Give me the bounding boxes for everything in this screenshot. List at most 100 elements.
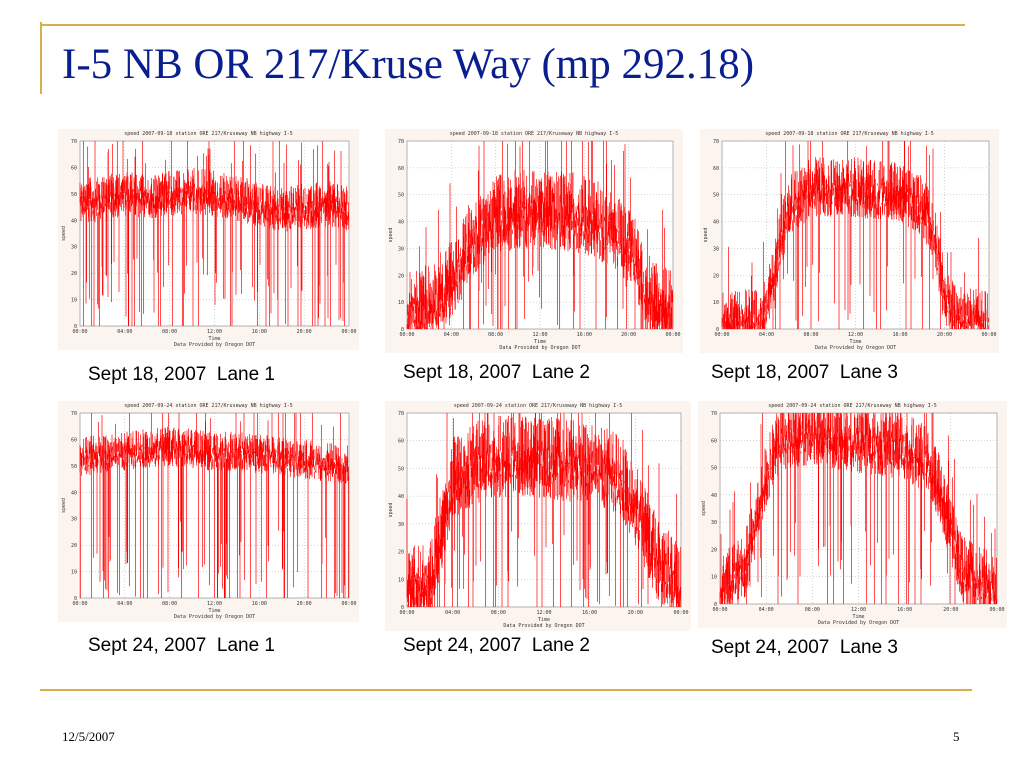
chart-title: speed 2007-09-18 station ORE 217/Krusewa… (124, 131, 293, 137)
x-tick-label: 08:00 (488, 332, 503, 338)
x-axis-label: Time (849, 339, 861, 345)
y-tick-label: 70 (713, 139, 719, 145)
chart-title: speed 2007-09-24 station ORE 217/Krusewa… (768, 403, 937, 409)
x-tick-label: 08:00 (162, 601, 177, 607)
y-tick-label: 10 (71, 570, 77, 576)
x-tick-label: 12:00 (848, 332, 863, 338)
chart-svg: speed 2007-09-24 station ORE 217/Krusewa… (61, 403, 357, 620)
y-tick-label: 70 (71, 139, 77, 145)
x-tick-label: 20:00 (937, 332, 952, 338)
y-tick-label: 30 (398, 522, 404, 528)
x-tick-label: 00:00 (673, 610, 688, 616)
y-axis-label: speed (61, 226, 67, 241)
x-tick-label: 04:00 (445, 610, 460, 616)
y-tick-label: 70 (398, 411, 404, 417)
x-tick-label: 20:00 (621, 332, 636, 338)
y-axis-label: speed (388, 227, 394, 242)
x-tick-label: 00:00 (72, 329, 87, 335)
x-tick-label: 00:00 (341, 329, 356, 335)
x-tick-label: 16:00 (577, 332, 592, 338)
y-axis-label: speed (61, 498, 67, 513)
y-tick-label: 40 (398, 494, 404, 500)
x-tick-label: 12:00 (536, 610, 551, 616)
y-tick-label: 70 (71, 411, 77, 417)
title-accent-bar (40, 22, 42, 94)
x-tick-label: 16:00 (252, 329, 267, 335)
x-tick-label: 00:00 (714, 332, 729, 338)
chart-svg: speed 2007-09-24 station ORE 217/Krusewa… (701, 403, 1005, 626)
y-tick-label: 30 (71, 517, 77, 523)
y-tick-label: 30 (398, 246, 404, 252)
x-tick-label: 20:00 (628, 610, 643, 616)
y-tick-label: 30 (713, 246, 719, 252)
y-tick-label: 20 (398, 273, 404, 279)
x-tick-label: 04:00 (117, 601, 132, 607)
x-tick-label: 00:00 (665, 332, 680, 338)
y-tick-label: 60 (398, 439, 404, 445)
chart-source-note: Data Provided by Oregon DOT (174, 342, 255, 348)
x-tick-label: 04:00 (444, 332, 459, 338)
x-tick-label: 16:00 (252, 601, 267, 607)
x-axis-label: Time (538, 617, 550, 623)
x-axis-label: Time (208, 608, 220, 614)
y-tick-label: 0 (401, 605, 404, 611)
chart-sept18-lane1: speed 2007-09-18 station ORE 217/Krusewa… (58, 129, 359, 350)
y-tick-label: 20 (71, 271, 77, 277)
y-tick-label: 20 (713, 273, 719, 279)
chart-svg: speed 2007-09-18 station ORE 217/Krusewa… (61, 131, 357, 348)
x-tick-label: 00:00 (399, 610, 414, 616)
x-tick-label: 16:00 (892, 332, 907, 338)
x-tick-label: 00:00 (72, 601, 87, 607)
x-tick-label: 12:00 (532, 332, 547, 338)
x-tick-label: 12:00 (207, 329, 222, 335)
y-tick-label: 40 (398, 220, 404, 226)
y-tick-label: 20 (398, 550, 404, 556)
chart-svg: speed 2007-09-18 station ORE 217/Krusewa… (703, 131, 997, 351)
x-tick-label: 16:00 (582, 610, 597, 616)
top-rule (40, 24, 965, 26)
y-tick-label: 40 (713, 220, 719, 226)
x-axis-label: Time (208, 336, 220, 342)
y-tick-label: 10 (71, 298, 77, 304)
y-tick-label: 40 (71, 490, 77, 496)
chart-title: speed 2007-09-18 station ORE 217/Krusewa… (450, 131, 619, 137)
x-tick-label: 08:00 (803, 332, 818, 338)
y-tick-label: 0 (74, 324, 77, 330)
x-tick-label: 20:00 (297, 601, 312, 607)
y-tick-label: 50 (71, 192, 77, 198)
x-axis-label: Time (534, 339, 546, 345)
x-tick-label: 12:00 (207, 601, 222, 607)
y-tick-label: 50 (713, 193, 719, 199)
slide-title: I-5 NB OR 217/Kruse Way (mp 292.18) (62, 41, 755, 88)
chart-source-note: Data Provided by Oregon DOT (503, 623, 584, 629)
chart-svg: speed 2007-09-18 station ORE 217/Krusewa… (388, 131, 681, 351)
y-tick-label: 10 (713, 300, 719, 306)
y-tick-label: 0 (74, 596, 77, 602)
y-tick-label: 50 (71, 464, 77, 470)
chart-source-note: Data Provided by Oregon DOT (815, 345, 896, 351)
x-tick-label: 00:00 (341, 601, 356, 607)
x-tick-label: 04:00 (759, 332, 774, 338)
y-tick-label: 60 (713, 166, 719, 172)
y-axis-label: speed (388, 502, 394, 517)
y-axis-label: speed (703, 227, 709, 242)
y-tick-label: 60 (71, 437, 77, 443)
x-tick-label: 08:00 (491, 610, 506, 616)
y-tick-label: 50 (398, 193, 404, 199)
y-tick-label: 60 (71, 165, 77, 171)
chart-svg: speed 2007-09-24 station ORE 217/Krusewa… (388, 403, 689, 629)
y-tick-label: 10 (398, 300, 404, 306)
y-tick-label: 70 (398, 139, 404, 145)
x-tick-label: 00:00 (399, 332, 414, 338)
y-tick-label: 0 (401, 327, 404, 333)
chart-sept24-lane3: speed 2007-09-24 station ORE 217/Krusewa… (698, 401, 1007, 628)
y-tick-label: 10 (398, 577, 404, 583)
y-tick-label: 60 (398, 166, 404, 172)
chart-sept24-lane2: speed 2007-09-24 station ORE 217/Krusewa… (385, 401, 691, 631)
x-tick-label: 04:00 (117, 329, 132, 335)
x-tick-label: 08:00 (162, 329, 177, 335)
chart-source-note: Data Provided by Oregon DOT (174, 614, 255, 620)
chart-sept24-lane1: speed 2007-09-24 station ORE 217/Krusewa… (58, 401, 359, 622)
chart-title: speed 2007-09-24 station ORE 217/Krusewa… (454, 403, 623, 409)
y-tick-label: 30 (71, 245, 77, 251)
